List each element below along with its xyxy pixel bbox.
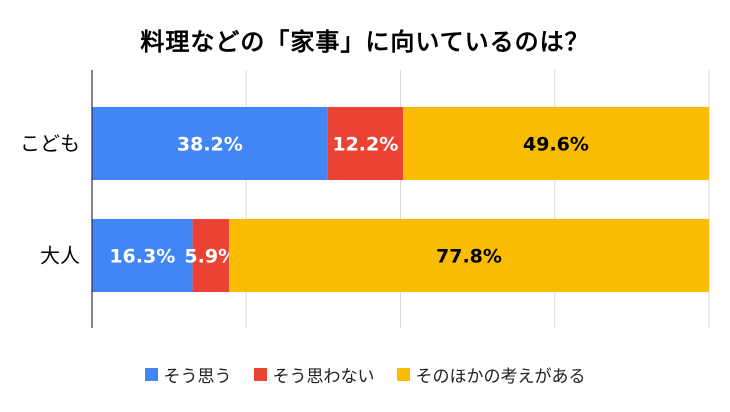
data-label-disagree-2: 5.9% bbox=[184, 246, 237, 268]
chart-title: 料理などの「家事」に向いているのは？ bbox=[140, 28, 590, 56]
data-label-other-1: 49.6% bbox=[523, 134, 589, 156]
data-label-other-2: 77.8% bbox=[436, 246, 502, 268]
bar-other-2 bbox=[228, 219, 709, 292]
category-label-1: こども bbox=[20, 132, 80, 156]
legend-swatch-agree bbox=[144, 368, 158, 381]
legend-label-agree: そう思う bbox=[163, 367, 232, 387]
legend-label-disagree: そう思わない bbox=[272, 367, 375, 387]
data-label-agree-2: 16.3% bbox=[109, 246, 175, 268]
bar-agree-1 bbox=[92, 107, 328, 180]
chart-legend: そう思う そう思わない そのほかの考えがある bbox=[0, 362, 730, 387]
bar-agree-2 bbox=[92, 219, 193, 292]
category-label-2: 大人 bbox=[40, 244, 80, 268]
legend-swatch-disagree bbox=[253, 368, 267, 381]
data-label-disagree-1: 12.2% bbox=[332, 134, 398, 156]
legend-label-other: そのほかの考えがある bbox=[415, 367, 586, 387]
bar-disagree-2 bbox=[192, 219, 229, 292]
legend-item-other: そのほかの考えがある bbox=[396, 362, 586, 387]
legend-item-agree: そう思う bbox=[144, 362, 232, 387]
legend-swatch-other bbox=[396, 368, 410, 381]
bar-other-1 bbox=[402, 107, 709, 180]
legend-item-disagree: そう思わない bbox=[253, 362, 375, 387]
data-label-agree-1: 38.2% bbox=[177, 134, 243, 156]
bar-disagree-1 bbox=[327, 107, 403, 180]
